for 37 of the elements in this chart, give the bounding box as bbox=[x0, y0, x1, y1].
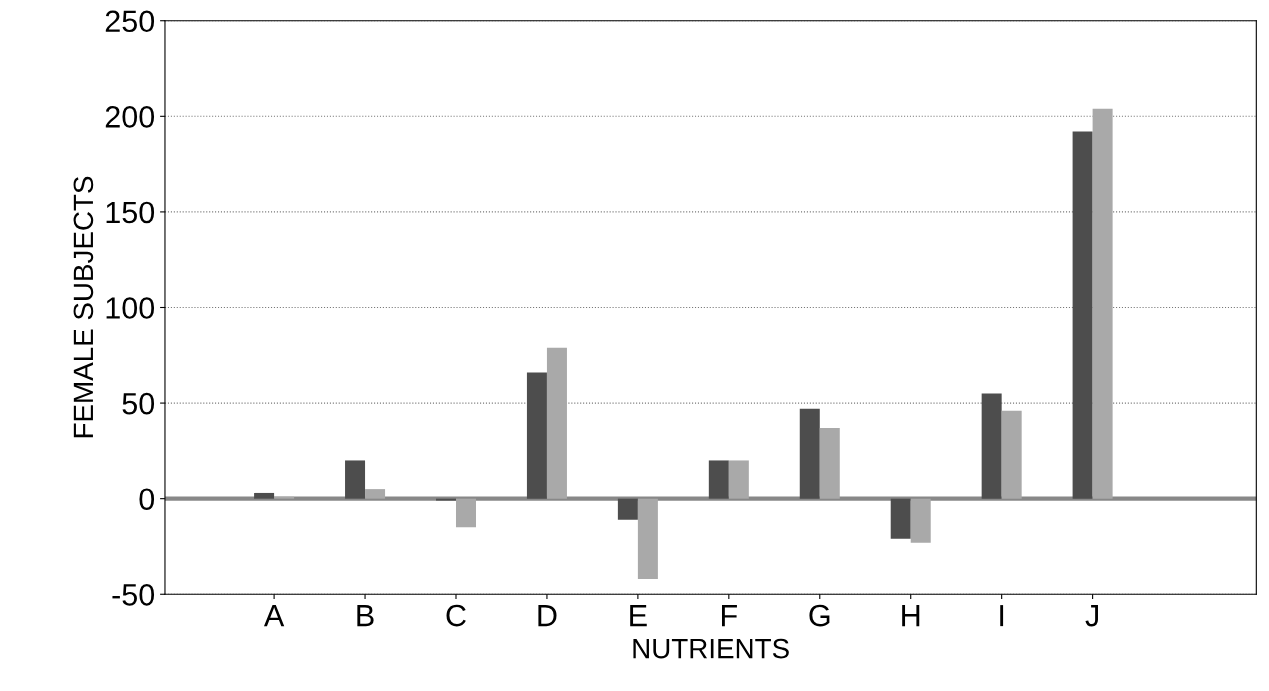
y-tick-label: 0 bbox=[139, 488, 155, 511]
x-tick-label: A bbox=[263, 605, 285, 627]
y-tick-label: 200 bbox=[105, 106, 155, 128]
bar bbox=[345, 460, 366, 499]
bar bbox=[546, 347, 567, 499]
bar bbox=[1001, 410, 1022, 499]
y-tick-label: 100 bbox=[106, 297, 155, 319]
x-tick-label: H bbox=[902, 605, 920, 627]
x-tick-label: F bbox=[722, 605, 737, 627]
bar bbox=[526, 372, 547, 499]
x-axis-title: NUTRIENTS bbox=[633, 638, 789, 659]
bar bbox=[910, 498, 931, 543]
bar bbox=[708, 460, 729, 499]
bar bbox=[728, 460, 749, 499]
x-tick-label: C bbox=[446, 604, 466, 627]
bar bbox=[637, 498, 658, 579]
bar bbox=[799, 408, 820, 499]
x-tick-label: B bbox=[357, 605, 374, 627]
x-tick-label: I bbox=[1000, 605, 1004, 627]
bar bbox=[254, 492, 275, 499]
y-tick-label: 50 bbox=[122, 392, 155, 415]
x-tick-label: J bbox=[1085, 605, 1098, 627]
x-tick-label: G bbox=[809, 604, 830, 627]
bar bbox=[819, 427, 840, 499]
bar bbox=[1092, 108, 1113, 499]
x-tick-label: E bbox=[630, 605, 647, 627]
bar bbox=[890, 498, 911, 539]
bar bbox=[455, 498, 476, 528]
x-tick-label: D bbox=[538, 605, 557, 627]
y-axis-title: FEMALE SUBJECTS bbox=[73, 176, 94, 438]
y-tick-label: 150 bbox=[106, 201, 155, 224]
bar bbox=[365, 489, 386, 499]
y-tick-label: -50 bbox=[112, 584, 155, 606]
bar bbox=[1072, 131, 1093, 499]
bar bbox=[981, 393, 1002, 499]
bar bbox=[617, 498, 638, 520]
y-tick-label: 250 bbox=[105, 10, 155, 33]
